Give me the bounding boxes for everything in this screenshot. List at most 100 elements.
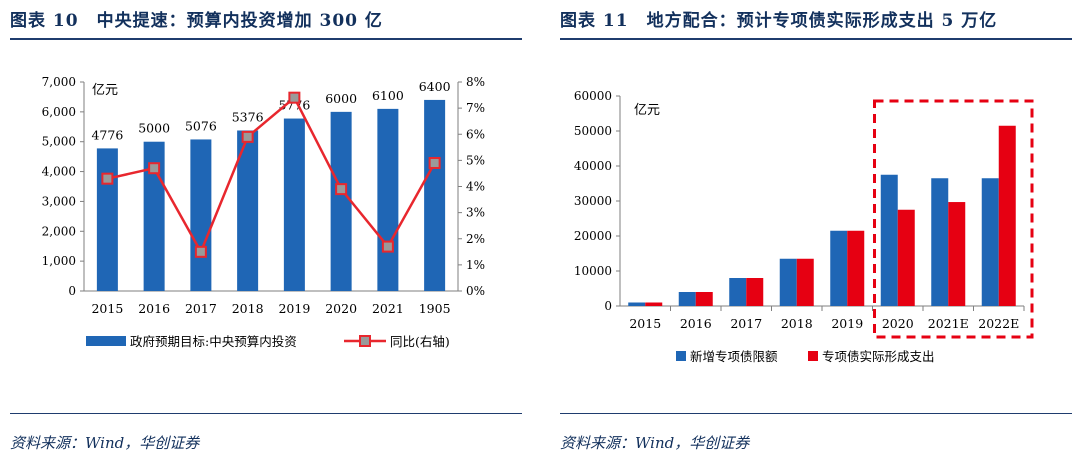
left-panel: 图表 10 中央提速：预算内投资增加 300 亿 7,000 6,000 5,000… [0,0,530,466]
data-label: 5000 [138,121,170,136]
y-tick-label: 1,000 [42,254,76,268]
bar [96,148,118,291]
legend-label: 同比(右轴) [390,334,450,349]
bar-series1 [830,230,848,306]
data-label: 4776 [91,127,123,142]
bar [424,99,446,292]
bar-series2 [897,209,915,306]
data-label: 5776 [278,98,310,113]
yoy-marker [335,183,348,196]
y-tick-label: 6,000 [42,105,76,119]
legend-swatch-series2 [808,351,818,361]
bar [330,111,352,291]
yoy-marker [101,172,114,185]
bar-series1 [779,258,797,306]
x-tick-label: 2020 [325,301,357,316]
yoy-marker [148,162,161,175]
y-tick-label: 4,000 [42,165,76,179]
yoy-line [107,95,436,255]
y-tick-label: 30000 [574,194,612,208]
x-tick-label: 2019 [278,301,310,316]
y-tick-label: 10000 [574,264,612,278]
unit-label: 亿元 [92,83,118,98]
footer-divider [10,413,522,414]
y2-tick-label: 0% [466,284,485,298]
x-tick-label: 2019 [831,316,863,331]
y-tick-label: 0 [68,284,76,298]
legend-swatch-series1 [676,351,686,361]
y-tick-label: 40000 [574,159,612,173]
x-tick-label: 1905 [419,301,451,316]
legend-label: 新增专项债限额 [690,349,778,364]
bar-series2 [796,258,814,306]
y2-tick-label: 5% [466,153,485,167]
yoy-marker [288,91,301,104]
yoy-marker [428,156,441,169]
y-tick-label: 7,000 [42,75,76,89]
y-tick-label: 2,000 [42,224,76,238]
y-tick-label: 5,000 [42,135,76,149]
y2-tick-label: 2% [466,232,485,246]
data-label: 6000 [325,91,357,106]
y-tick-label: 50000 [574,124,612,138]
x-tick-label: 2017 [730,316,762,331]
title-divider [10,38,522,40]
x-tick-label: 2015 [91,301,123,316]
y2-tick-label: 4% [466,180,485,194]
bar-series1 [931,178,949,306]
y2-tick-label: 3% [466,206,485,220]
x-tick-label: 2020 [882,316,914,331]
x-tick-label: 2016 [138,301,170,316]
y2-tick-label: 7% [466,101,485,115]
legend-swatch-marker [359,335,371,347]
y2-tick-label: 6% [466,127,485,141]
x-tick-label: 2021 [372,301,404,316]
source-note: 资料来源：Wind，华创证券 [560,434,750,452]
bar-series1 [880,174,898,306]
x-tick-label: 2018 [232,301,264,316]
data-label: 5376 [232,109,264,124]
left-chart: 7,000 6,000 5,000 4,000 3,000 2,000 1,000 0 8% 7%… [42,75,485,349]
bar-series2 [998,125,1016,306]
footer-divider [560,413,1072,414]
data-label: 6100 [372,88,404,103]
unit-label: 亿元 [634,103,660,118]
y-tick-label: 3,000 [42,194,76,208]
legend-label: 政府预期目标:中央预算内投资 [130,334,297,349]
data-label: 5076 [185,118,217,133]
x-tick-label: 2015 [629,316,661,331]
source-note: 资料来源：Wind，华创证券 [10,434,200,452]
legend-label: 专项债实际形成支出 [822,349,935,364]
y-tick-label: 60000 [574,89,612,103]
bar-series1 [678,292,696,306]
bar-series2 [645,302,663,306]
legend-swatch-bar [86,336,126,346]
y2-tick-label: 1% [466,258,485,272]
y2-tick-label: 8% [466,75,485,89]
title-divider [560,38,1072,40]
x-tick-label: 2018 [781,316,813,331]
right-chart: 60000 50000 40000 30000 20000 10000 0 亿元 2015 201… [574,89,1034,364]
bar-series2 [746,278,764,306]
right-panel: 图表 11 地方配合：预计专项债实际形成支出 5 万亿 60000 50000 40… [550,0,1080,466]
bar [190,139,212,291]
x-tick-label: 2016 [680,316,712,331]
bar-series2 [948,202,966,306]
highlight-box [873,99,1034,339]
chart-title: 图表 11 地方配合：预计专项债实际形成支出 5 万亿 [560,11,998,31]
x-tick-label: 2022E [978,316,1019,331]
yoy-marker [194,245,207,258]
x-tick-label: 2017 [185,301,217,316]
yoy-marker [241,130,254,143]
bar-series2 [695,292,713,306]
bar [237,130,259,291]
data-label: 6400 [419,79,451,94]
y-tick-label: 20000 [574,229,612,243]
chart-title: 图表 10 中央提速：预算内投资增加 300 亿 [10,11,383,31]
x-tick-label: 2021E [928,316,969,331]
bar-series2 [847,230,865,306]
bar-series1 [628,302,646,306]
bar-series1 [729,278,747,306]
yoy-marker [381,240,394,253]
y-tick-label: 0 [604,299,612,313]
